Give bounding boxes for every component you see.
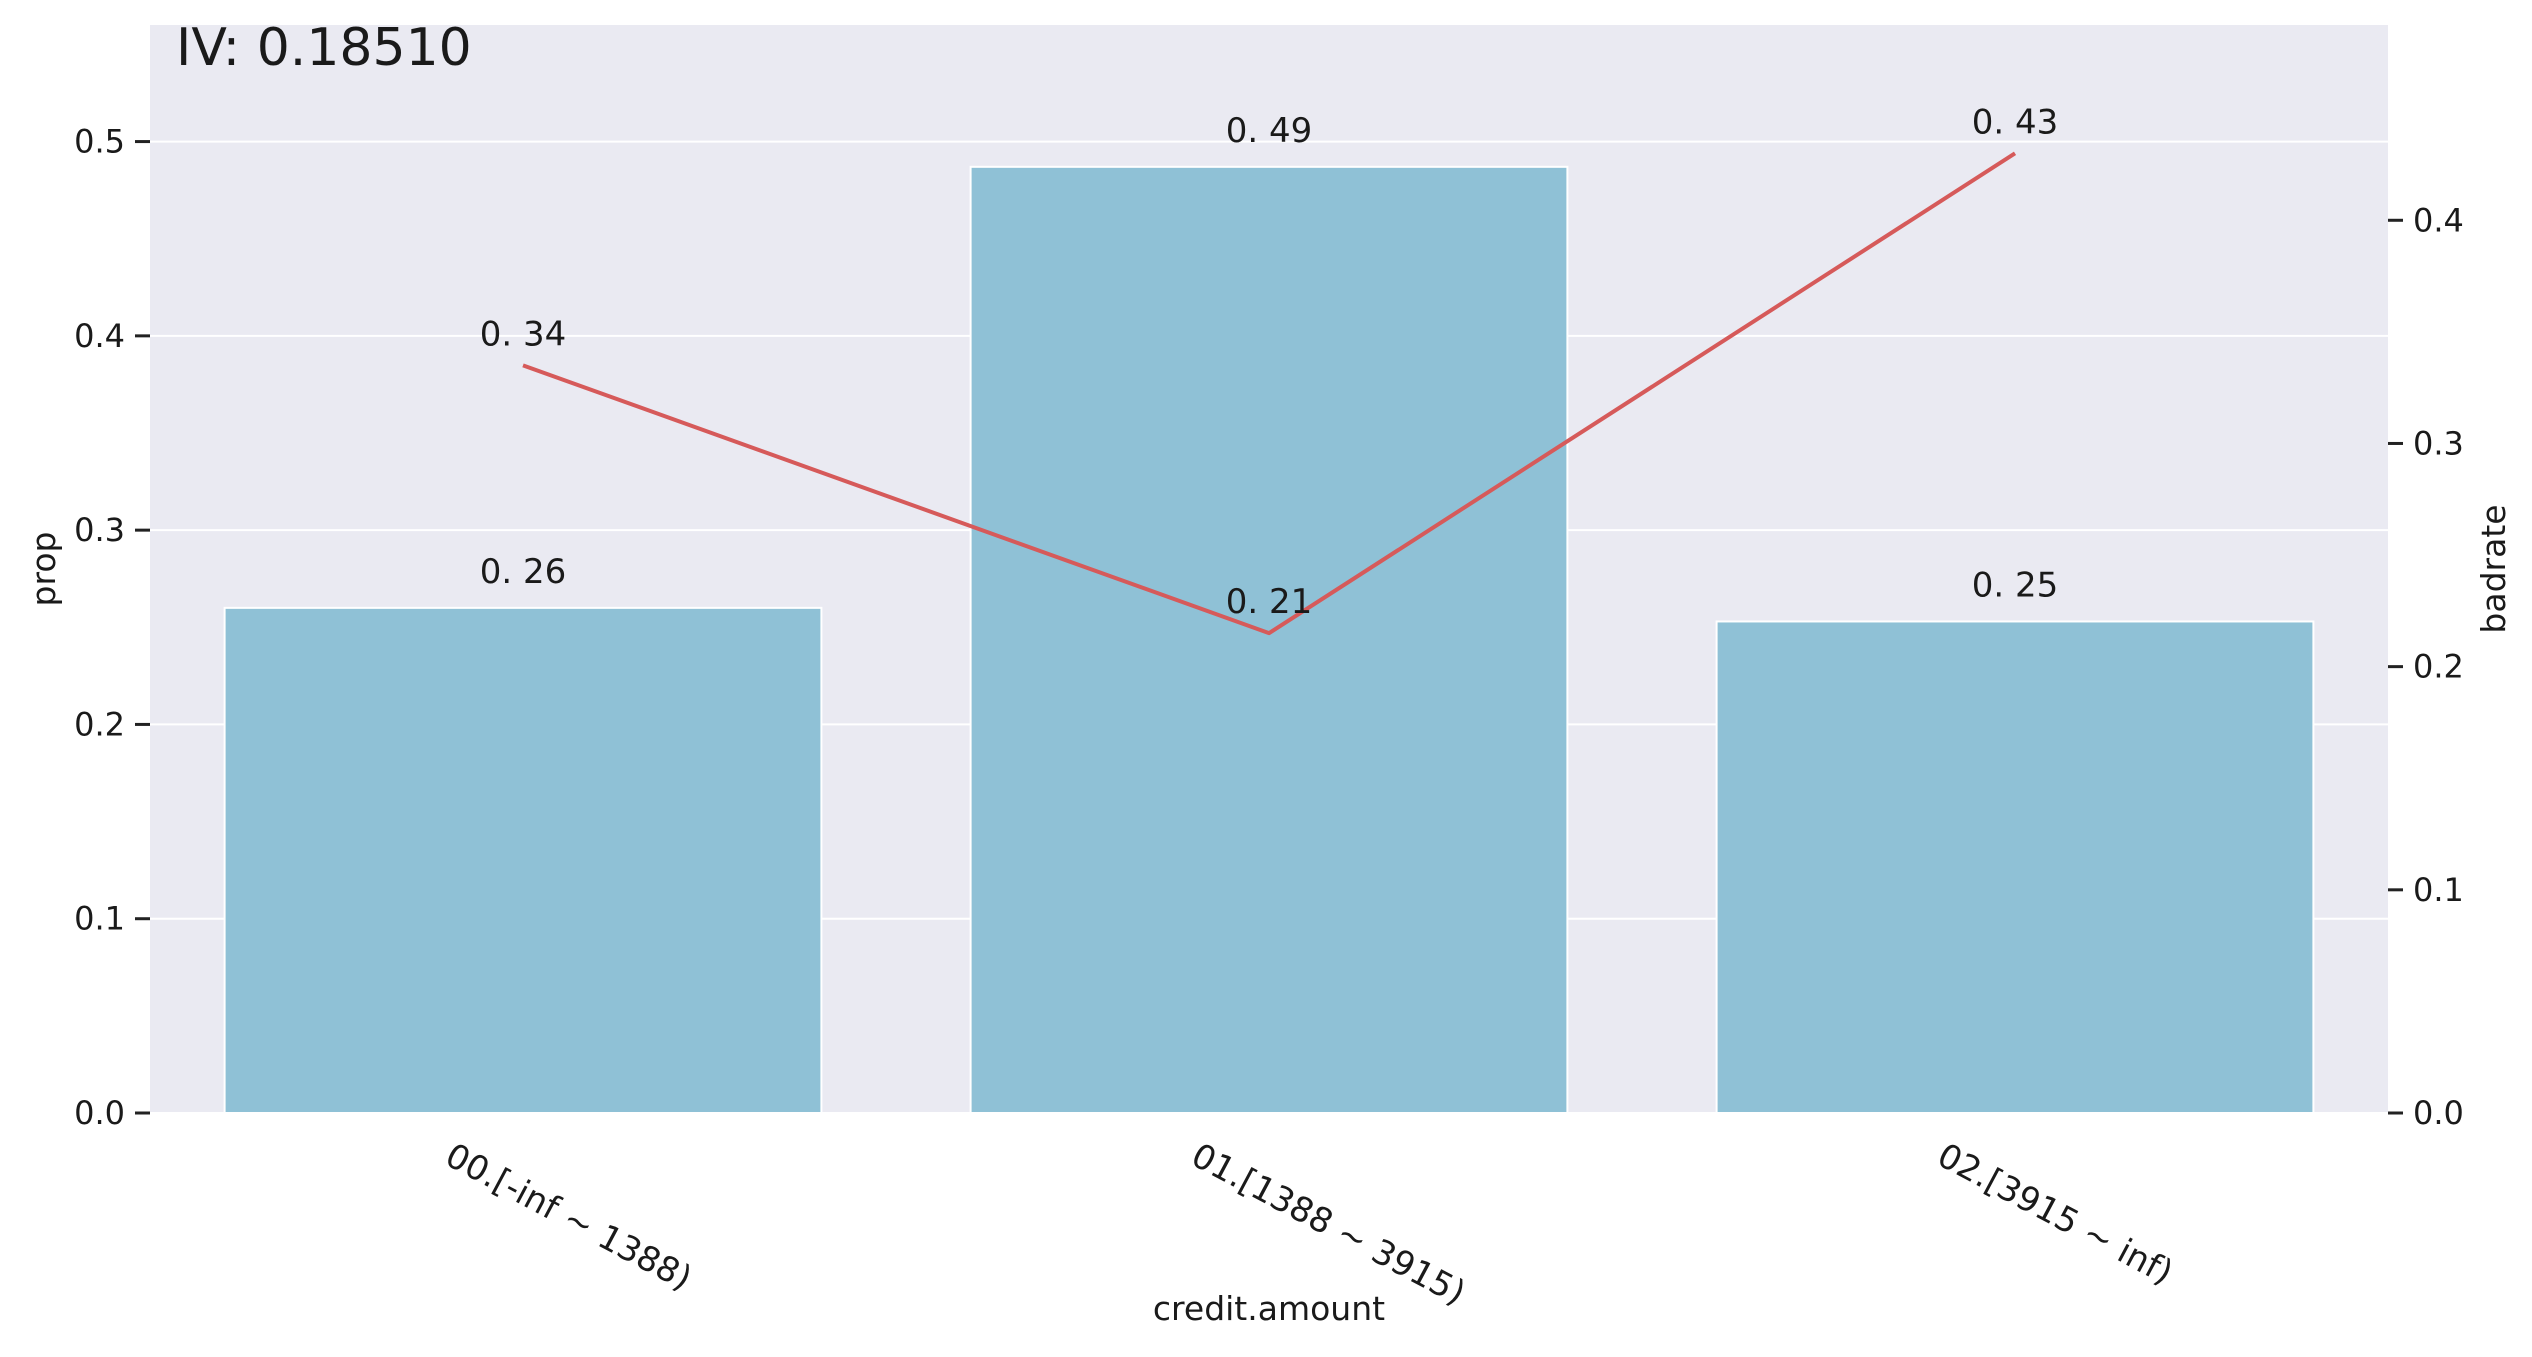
left-y-tick-label: 0.4 [74, 317, 125, 355]
right-y-axis: 0.0 0.1 0.2 0.3 0.4 [2388, 201, 2464, 1132]
left-y-tick-label: 0.5 [74, 123, 125, 161]
bar-value-label: 0. 49 [1226, 111, 1313, 151]
right-y-axis-title: badrate [2474, 504, 2513, 633]
left-y-tick-label: 0.0 [74, 1094, 125, 1132]
right-y-tick-label: 0.3 [2413, 424, 2464, 462]
bar-value-label: 0. 25 [1972, 565, 2059, 605]
left-y-tick-label: 0.3 [74, 511, 125, 549]
x-axis-title: credit.amount [1153, 1289, 1385, 1328]
badrate-series-line [522, 151, 2017, 636]
x-axis: 00.[-inf ~ 1388) 01.[1388 ~ 3915) 02.[3915… [439, 1136, 2180, 1314]
left-y-tick-label: 0.1 [74, 900, 125, 938]
right-y-tick-label: 0.1 [2413, 871, 2464, 909]
data-labels: 0. 26 0. 49 0. 25 0. 34 0. 21 0. 43 [480, 102, 2059, 622]
line-value-label: 0. 21 [1226, 582, 1313, 622]
right-y-tick-label: 0.0 [2413, 1094, 2464, 1132]
right-y-tick-label: 0.2 [2413, 648, 2464, 686]
left-y-tick-label: 0.2 [74, 705, 125, 743]
right-y-tick-label: 0.4 [2413, 201, 2464, 239]
category-label: 01.[1388 ~ 3915) [1185, 1136, 1472, 1314]
badrate-line [522, 151, 2017, 636]
bars [223, 165, 2315, 1115]
line-value-label: 0. 43 [1972, 102, 2059, 142]
left-y-axis: 0.0 0.1 0.2 0.3 0.4 0.5 [74, 123, 150, 1132]
bar-value-label: 0. 26 [480, 552, 567, 592]
chart-title: IV: 0.18510 [176, 18, 472, 78]
bar [969, 165, 1569, 1115]
category-label: 00.[-inf ~ 1388) [439, 1136, 698, 1299]
line-value-label: 0. 34 [480, 314, 567, 354]
left-y-axis-title: prop [24, 532, 63, 607]
category-label: 02.[3915 ~ inf) [1931, 1136, 2180, 1293]
bar [1715, 620, 2315, 1114]
bar [223, 606, 823, 1114]
